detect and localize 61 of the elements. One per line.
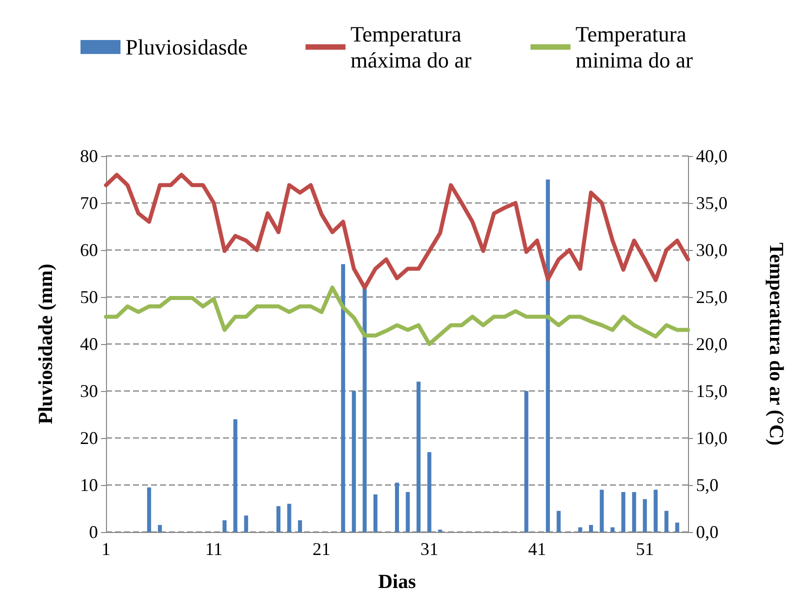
bar: [362, 288, 367, 532]
x-tick-label: 21: [312, 539, 331, 559]
bar: [524, 391, 528, 532]
x-tick-label: 51: [636, 539, 654, 559]
bar: [578, 527, 582, 532]
bar: [632, 492, 636, 532]
bar: [675, 522, 680, 532]
y2-tick-label: 10,0: [696, 428, 728, 448]
bar: [427, 452, 432, 532]
legend-label: Pluviosidasde: [126, 34, 248, 60]
y-tick-label: 20: [80, 428, 98, 448]
bar: [664, 510, 668, 532]
y-tick-label: 60: [80, 240, 98, 260]
legend-label: Temperatura máxima do ar: [350, 22, 472, 72]
bar: [158, 524, 162, 532]
y2-tick-label: 20,0: [696, 334, 728, 354]
bar: [395, 482, 399, 532]
bar: [147, 487, 152, 532]
bar: [222, 520, 227, 532]
line-series: [104, 286, 690, 346]
y2-tick-label: 30,0: [696, 240, 728, 260]
y-tick-label: 80: [80, 146, 98, 166]
y-tick-label: 40: [80, 334, 98, 354]
x-tick-label: 41: [528, 539, 546, 559]
bar: [556, 510, 561, 532]
bar: [233, 419, 238, 532]
bar: [621, 492, 626, 532]
legend-label: Temperatura minima do ar: [576, 22, 694, 72]
bar: [589, 524, 593, 532]
bar: [654, 490, 658, 532]
y2-tick-label: 15,0: [696, 381, 728, 401]
x-tick-label: 11: [205, 539, 222, 559]
bar: [406, 492, 410, 532]
y-axis-title: Pluviosidade (mm): [35, 264, 57, 424]
y2-tick-label: 25,0: [696, 287, 728, 307]
y2-tick-label: 5,0: [696, 475, 718, 495]
x-tick-label: 31: [420, 539, 438, 559]
bar: [373, 494, 378, 532]
bar: [546, 180, 550, 532]
y-tick-label: 0: [89, 522, 98, 542]
y2-tick-label: 0,0: [696, 522, 718, 542]
bar: [600, 490, 604, 532]
bar: [341, 264, 346, 532]
bar: [276, 506, 280, 532]
y2-axis-title: Temperatura do ar (°C): [765, 242, 787, 446]
bar: [352, 391, 356, 532]
x-axis-title: Dias: [378, 571, 416, 593]
y-tick-label: 70: [80, 193, 98, 213]
bar: [287, 504, 292, 532]
y-tick-label: 50: [80, 287, 98, 307]
bar: [298, 520, 302, 532]
line-series: [104, 172, 690, 290]
y-tick-label: 30: [80, 381, 98, 401]
y-tick-label: 10: [80, 475, 98, 495]
bar: [244, 516, 248, 532]
bar: [610, 527, 615, 532]
bar: [416, 382, 421, 532]
y2-tick-label: 35,0: [696, 193, 728, 213]
bar: [642, 499, 647, 532]
x-tick-label: 1: [102, 539, 110, 559]
y2-tick-label: 40,0: [696, 146, 728, 166]
